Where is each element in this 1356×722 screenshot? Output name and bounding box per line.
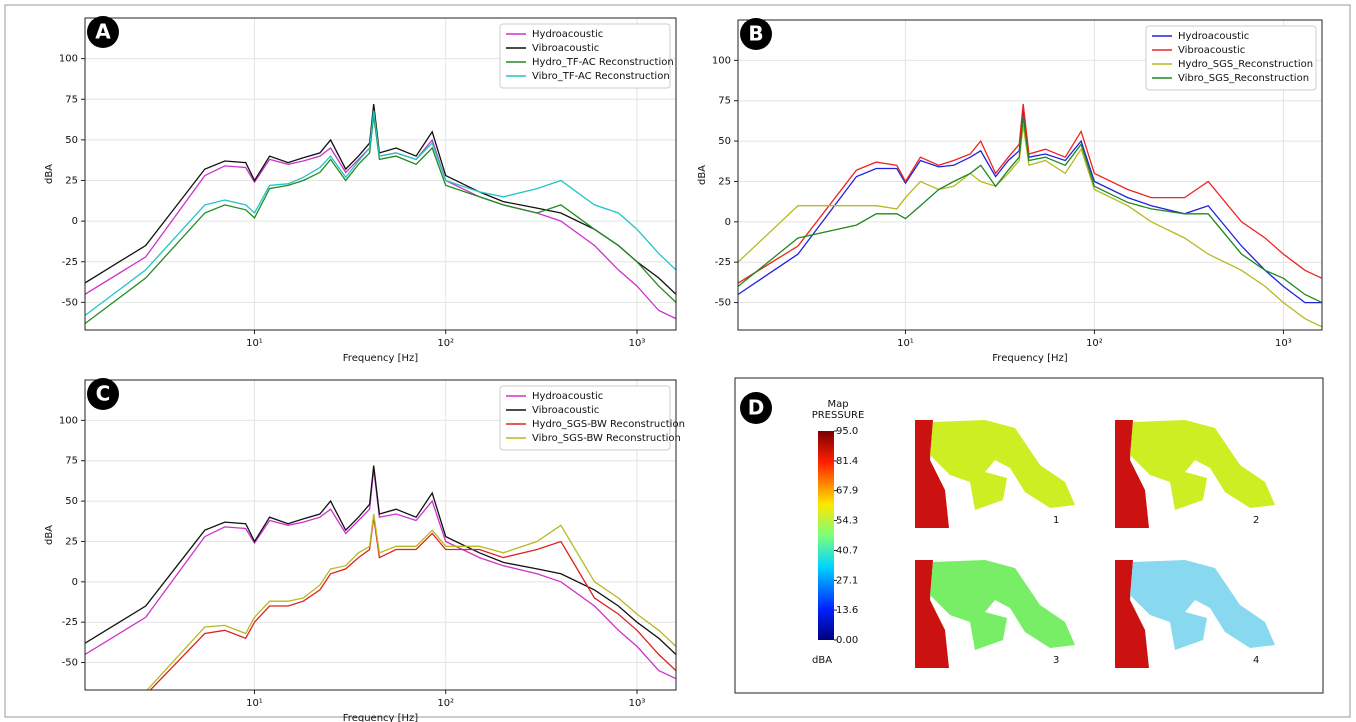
colorbar-tick-label: 67.9 — [836, 486, 858, 497]
x-tick-label: 10² — [1086, 338, 1103, 349]
legend-label: Hydroacoustic — [532, 29, 603, 40]
colorbar-tick-label: 40.7 — [836, 545, 858, 556]
x-tick-label: 10¹ — [897, 338, 914, 349]
y-tick-label: 75 — [65, 456, 78, 467]
y-tick-label: 25 — [65, 176, 78, 187]
legend-label: Hydro_SGS-BW Reconstruction — [532, 419, 685, 430]
x-axis-label: Frequency [Hz] — [343, 353, 419, 364]
y-tick-label: -50 — [62, 297, 78, 308]
view-label: 2 — [1253, 515, 1259, 526]
y-tick-label: 100 — [59, 415, 78, 426]
view-blob — [930, 420, 1075, 510]
legend-label: Hydro_TF-AC Reconstruction — [532, 57, 674, 68]
y-tick-label: -50 — [62, 658, 78, 669]
x-tick-label: 10³ — [629, 698, 646, 709]
colorbar — [818, 431, 834, 640]
x-axis-label: Frequency [Hz] — [343, 713, 419, 722]
series-line — [85, 466, 676, 655]
y-tick-label: 50 — [65, 496, 78, 507]
x-tick-label: 10³ — [1275, 338, 1292, 349]
y-tick-label: 100 — [712, 55, 731, 66]
plot-area — [85, 104, 676, 323]
y-axis-label: dBA — [44, 525, 55, 545]
view-blob — [930, 560, 1075, 650]
series-line — [738, 125, 1322, 327]
y-tick-label: 0 — [72, 216, 78, 227]
y-tick-label: 0 — [72, 577, 78, 588]
colorbar-title: PRESSURE — [812, 410, 865, 421]
x-tick-label: 10² — [437, 698, 454, 709]
series-line — [85, 107, 676, 318]
y-axis-label: dBA — [697, 165, 708, 185]
figure: -50-25025507510010¹10²10³Frequency [Hz]d… — [0, 0, 1356, 722]
colorbar-tick-label: 27.1 — [836, 575, 858, 586]
series-line — [738, 104, 1322, 283]
view-label: 4 — [1253, 655, 1259, 666]
y-tick-label: 50 — [718, 136, 731, 147]
legend-label: Hydro_SGS_Reconstruction — [1178, 59, 1313, 70]
series-line — [85, 111, 676, 316]
series-line — [85, 514, 676, 703]
colorbar-tick-label: 13.6 — [836, 605, 858, 616]
legend-label: Vibro_SGS-BW Reconstruction — [532, 433, 681, 444]
y-tick-label: 50 — [65, 135, 78, 146]
x-tick-label: 10¹ — [246, 698, 263, 709]
plot-area — [738, 104, 1322, 327]
y-tick-label: 75 — [65, 94, 78, 105]
x-tick-label: 10³ — [629, 338, 646, 349]
colorbar-tick-label: 95.0 — [836, 426, 858, 437]
legend-label: Vibroacoustic — [1178, 45, 1245, 56]
legend-label: Vibroacoustic — [532, 43, 599, 54]
panel-label: D — [748, 396, 765, 420]
y-tick-label: 0 — [725, 217, 731, 228]
view-blob — [1130, 420, 1275, 510]
y-tick-label: 25 — [718, 176, 731, 187]
legend-label: Vibroacoustic — [532, 405, 599, 416]
x-axis-label: Frequency [Hz] — [992, 353, 1068, 364]
colorbar-unit: dBA — [812, 655, 832, 666]
colorbar-tick-label: 81.4 — [836, 456, 858, 467]
legend-label: Vibro_SGS_Reconstruction — [1178, 73, 1309, 84]
legend-label: Hydroacoustic — [532, 391, 603, 402]
panel-label: C — [96, 382, 111, 406]
x-tick-label: 10¹ — [246, 338, 263, 349]
y-tick-label: -25 — [62, 617, 78, 628]
view-label: 1 — [1053, 515, 1059, 526]
y-tick-label: 25 — [65, 536, 78, 547]
y-tick-label: -25 — [62, 257, 78, 268]
colorbar-title: Map — [827, 399, 848, 410]
y-tick-label: 100 — [59, 54, 78, 65]
colorbar-tick-label: 54.3 — [836, 516, 858, 527]
y-tick-label: -50 — [715, 298, 731, 309]
series-line — [85, 469, 676, 679]
x-tick-label: 10² — [437, 338, 454, 349]
view-blob — [1130, 560, 1275, 650]
legend-label: Vibro_TF-AC Reconstruction — [532, 71, 670, 82]
view-label: 3 — [1053, 655, 1059, 666]
panel-label: B — [748, 22, 763, 46]
y-tick-label: -25 — [715, 257, 731, 268]
legend-label: Hydroacoustic — [1178, 31, 1249, 42]
y-axis-label: dBA — [44, 164, 55, 184]
panel-label: A — [95, 20, 111, 44]
series-line — [85, 517, 676, 703]
y-tick-label: 75 — [718, 96, 731, 107]
colorbar-tick-label: 0.00 — [836, 635, 858, 646]
